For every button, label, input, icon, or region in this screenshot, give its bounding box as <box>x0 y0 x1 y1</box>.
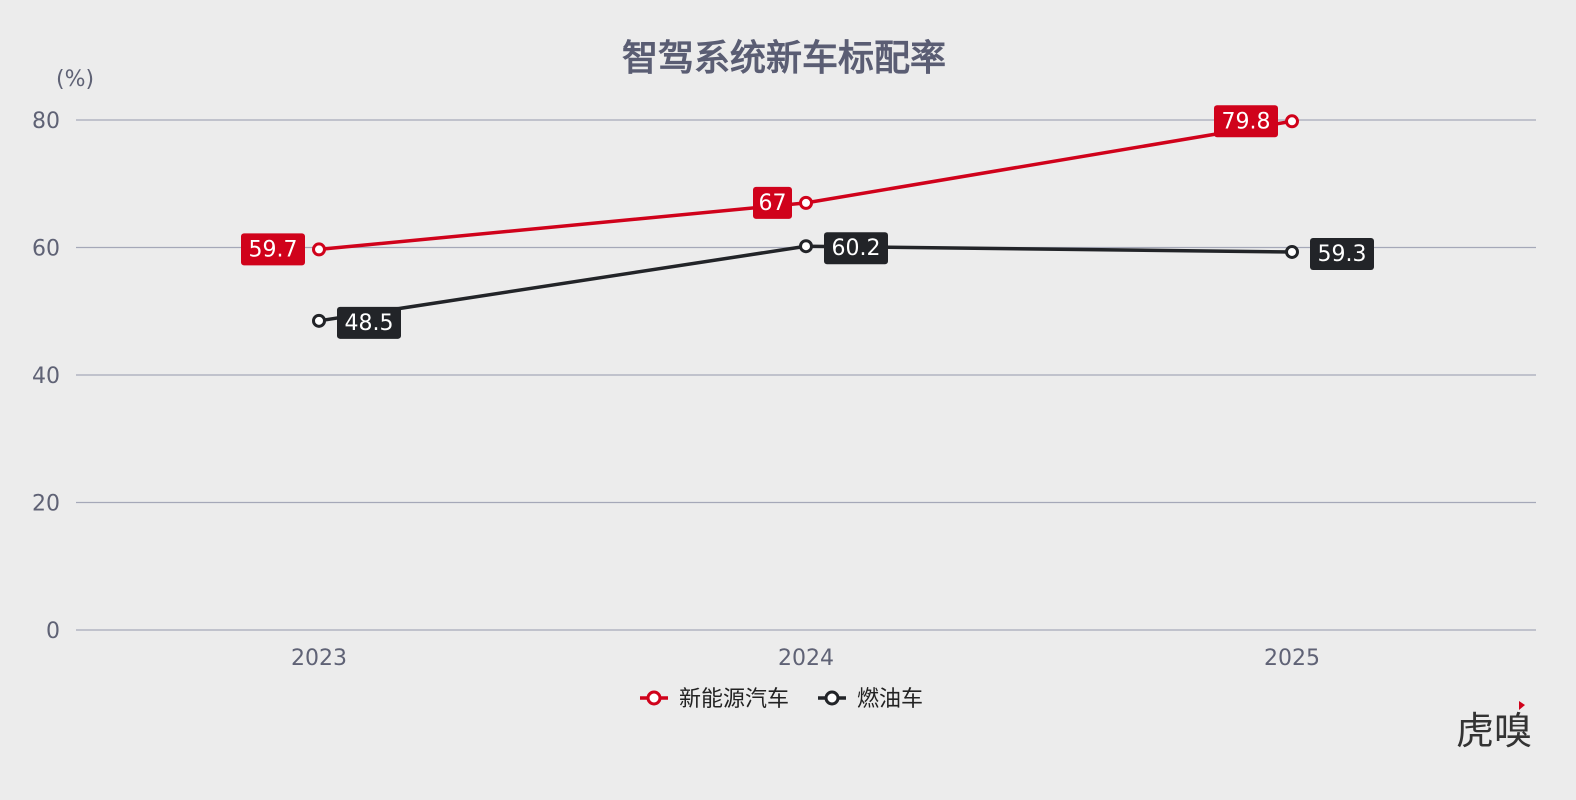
x-axis-ticks: 2023 2024 2025 <box>291 646 1320 671</box>
data-label-box <box>337 306 401 339</box>
legend[interactable]: 新能源汽车 燃油车 <box>640 687 923 712</box>
data-label-text: 48.5 <box>345 311 394 336</box>
y-tick-label: 60 <box>32 237 60 262</box>
y-tick-label: 0 <box>46 619 60 644</box>
x-tick-label: 2024 <box>778 646 834 671</box>
y-tick-label: 80 <box>32 109 60 134</box>
data-label: 59.7 <box>241 233 305 266</box>
y-tick-label: 20 <box>32 492 60 517</box>
data-label-text: 67 <box>759 191 787 216</box>
data-label-text: 60.2 <box>832 236 881 261</box>
data-label: 59.3 <box>1310 237 1374 270</box>
data-label-text: 79.8 <box>1222 109 1271 134</box>
data-label-box <box>1214 105 1278 138</box>
data-point <box>799 195 813 210</box>
watermark-accent-mark <box>1519 701 1525 710</box>
legend-item[interactable]: 新能源汽车 <box>640 687 789 712</box>
data-labels: 59.7 67 79.8 48.5 60.2 59.3 <box>241 105 1374 339</box>
y-tick-label: 40 <box>32 364 60 389</box>
legend-label: 燃油车 <box>857 687 923 712</box>
watermark-logo: 虎嗅 <box>1456 709 1532 753</box>
data-label: 79.8 <box>1214 105 1278 138</box>
x-tick-label: 2025 <box>1264 646 1320 671</box>
data-point <box>1285 244 1299 259</box>
data-label: 60.2 <box>824 232 888 265</box>
data-label-box <box>241 233 305 266</box>
x-tick-label: 2023 <box>291 646 347 671</box>
y-axis-ticks: 0 20 40 60 80 <box>32 109 60 644</box>
series-line <box>318 244 1293 323</box>
data-point <box>312 242 326 257</box>
data-point <box>799 239 813 254</box>
y-axis-unit-label: (%) <box>56 67 94 92</box>
series-lines <box>312 114 1299 328</box>
chart-title: 智驾系统新车标配率 <box>622 38 946 79</box>
legend-item[interactable]: 燃油车 <box>818 687 923 712</box>
data-label: 67 <box>753 186 792 219</box>
data-label-text: 59.7 <box>249 237 298 262</box>
legend-marker <box>824 690 840 706</box>
data-label: 48.5 <box>337 306 401 339</box>
legend-marker <box>646 690 662 706</box>
data-label-box <box>753 186 792 219</box>
legend-label: 新能源汽车 <box>679 687 789 712</box>
data-point <box>312 313 326 328</box>
data-label-text: 59.3 <box>1318 242 1367 267</box>
data-label-box <box>1310 237 1374 270</box>
series-line <box>318 119 1293 252</box>
data-label-box <box>824 232 888 265</box>
data-point <box>1285 114 1299 129</box>
